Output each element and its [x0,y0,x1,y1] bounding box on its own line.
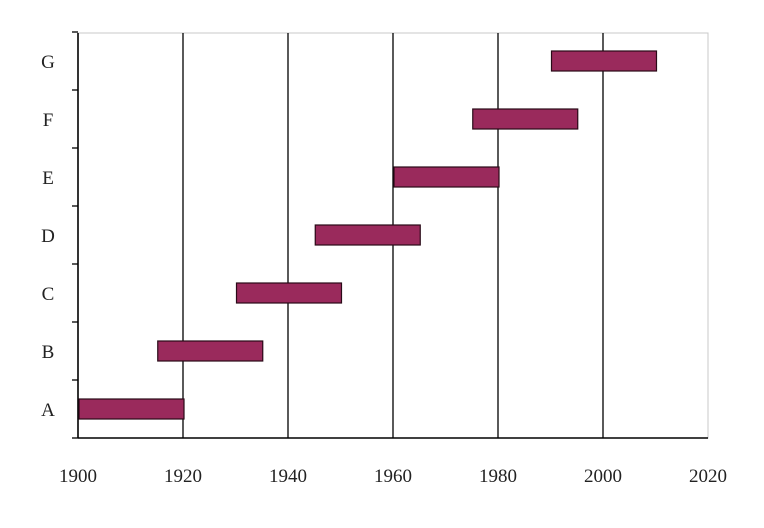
x-tick-label-1920: 1920 [164,466,202,487]
bar-D [314,224,421,246]
y-tick-label-F: F [43,110,54,131]
bar-A [78,398,185,420]
y-tick-label-E: E [42,168,54,189]
bar-F [472,108,579,130]
y-tick-label-B: B [42,342,55,363]
y-tick-label-C: C [42,284,55,305]
x-tick-labels: 1900 1920 1940 1960 1980 2000 2020 [59,466,727,487]
x-tick-label-1960: 1960 [374,466,412,487]
y-tick-marks [72,31,78,439]
x-tick-label-2020: 2020 [689,466,727,487]
y-tick-label-D: D [41,226,55,247]
x-tick-label-2000: 2000 [584,466,622,487]
y-tick-labels: A B C D E F G [41,52,55,421]
y-tick-label-A: A [41,400,55,421]
range-bars [78,50,658,420]
y-tick-label-G: G [41,52,55,73]
bar-G [550,50,658,72]
bar-C [235,282,343,304]
x-tick-label-1980: 1980 [479,466,517,487]
bar-E [393,166,500,188]
x-tick-label-1900: 1900 [59,466,97,487]
x-tick-label-1940: 1940 [269,466,307,487]
bar-B [157,340,264,362]
